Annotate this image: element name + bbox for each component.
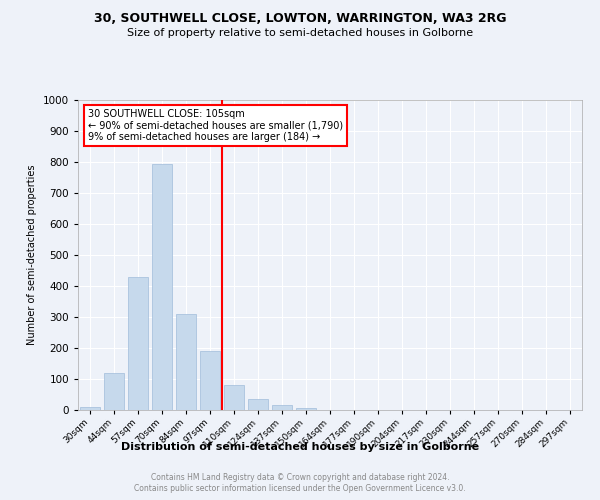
Bar	[296, 408, 316, 410]
Text: Contains public sector information licensed under the Open Government Licence v3: Contains public sector information licen…	[134, 484, 466, 493]
Text: Contains HM Land Registry data © Crown copyright and database right 2024.: Contains HM Land Registry data © Crown c…	[151, 472, 449, 482]
Bar	[128, 276, 148, 410]
Text: 30 SOUTHWELL CLOSE: 105sqm
← 90% of semi-detached houses are smaller (1,790)
9% : 30 SOUTHWELL CLOSE: 105sqm ← 90% of semi…	[88, 110, 343, 142]
Bar	[248, 399, 268, 410]
Text: 30, SOUTHWELL CLOSE, LOWTON, WARRINGTON, WA3 2RG: 30, SOUTHWELL CLOSE, LOWTON, WARRINGTON,…	[94, 12, 506, 26]
Bar	[176, 314, 196, 410]
Bar	[272, 406, 292, 410]
Bar	[200, 351, 220, 410]
Y-axis label: Number of semi-detached properties: Number of semi-detached properties	[27, 165, 37, 345]
Bar	[80, 407, 100, 410]
Text: Distribution of semi-detached houses by size in Golborne: Distribution of semi-detached houses by …	[121, 442, 479, 452]
Bar	[224, 385, 244, 410]
Bar	[104, 373, 124, 410]
Text: Size of property relative to semi-detached houses in Golborne: Size of property relative to semi-detach…	[127, 28, 473, 38]
Bar	[152, 164, 172, 410]
